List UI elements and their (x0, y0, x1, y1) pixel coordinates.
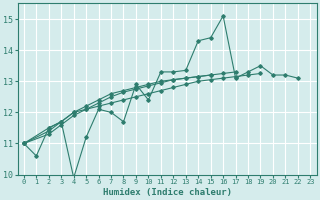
X-axis label: Humidex (Indice chaleur): Humidex (Indice chaleur) (103, 188, 232, 197)
